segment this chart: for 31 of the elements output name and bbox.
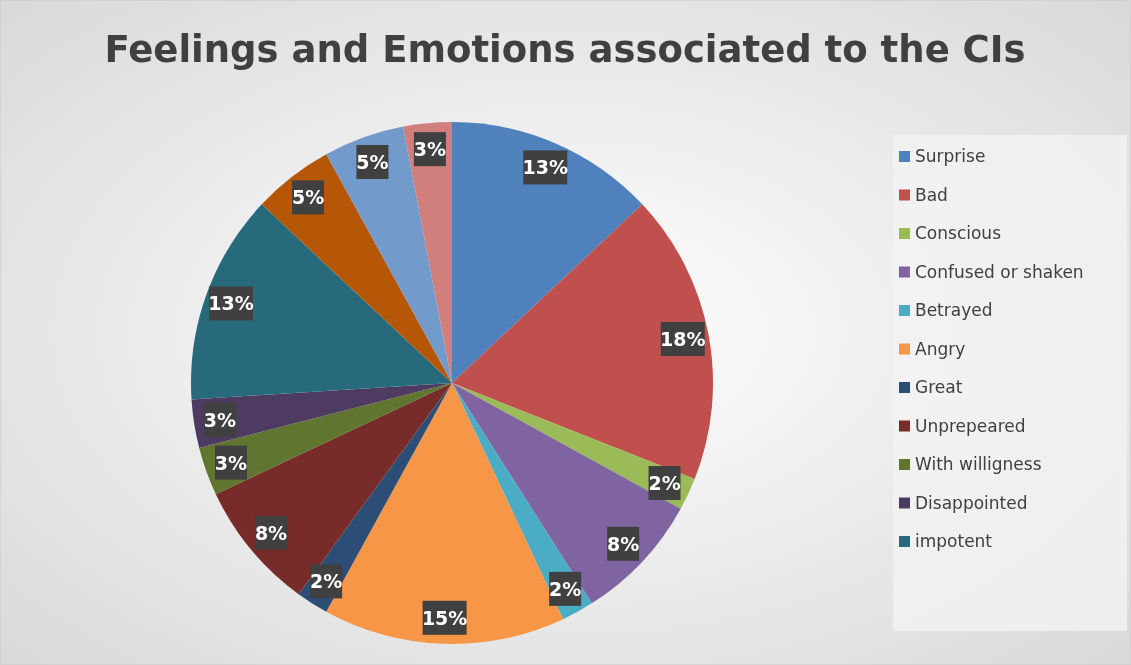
legend-label: Bad (915, 184, 948, 205)
legend-label: Confused or shaken (915, 261, 1084, 282)
legend-label: Angry (915, 338, 966, 359)
data-label: 3% (413, 138, 447, 161)
data-label: 2% (310, 570, 343, 593)
data-label: 5% (356, 150, 389, 173)
pie-slice (452, 383, 681, 604)
data-label: 8% (254, 521, 288, 544)
pie-slice (261, 154, 452, 383)
pie-slice (452, 122, 643, 383)
legend-label: Betrayed (915, 300, 993, 320)
legend-label: Conscious (915, 223, 1002, 243)
chart-title: Feelings and Emotions associated to the CIs (104, 28, 1026, 71)
pie-slice (326, 126, 452, 383)
legend-label: Unprepeared (915, 415, 1026, 436)
data-label: 2% (549, 577, 582, 600)
data-label: 18% (660, 327, 706, 350)
legend-label: Disappointed (915, 492, 1028, 513)
legend-label: Great (915, 377, 963, 397)
data-label: 3% (214, 451, 248, 474)
legend-label: Surprise (915, 146, 986, 166)
data-label: 5% (291, 186, 325, 209)
data-label: 13% (208, 292, 254, 315)
pie-slice (191, 204, 452, 400)
data-label: 3% (203, 408, 237, 431)
legend-label: impotent (915, 531, 993, 551)
data-label: 15% (421, 606, 468, 629)
data-label: 8% (607, 532, 640, 555)
legend-label: With willigness (915, 454, 1042, 474)
data-label: 2% (648, 472, 681, 495)
data-label: 13% (522, 156, 569, 179)
